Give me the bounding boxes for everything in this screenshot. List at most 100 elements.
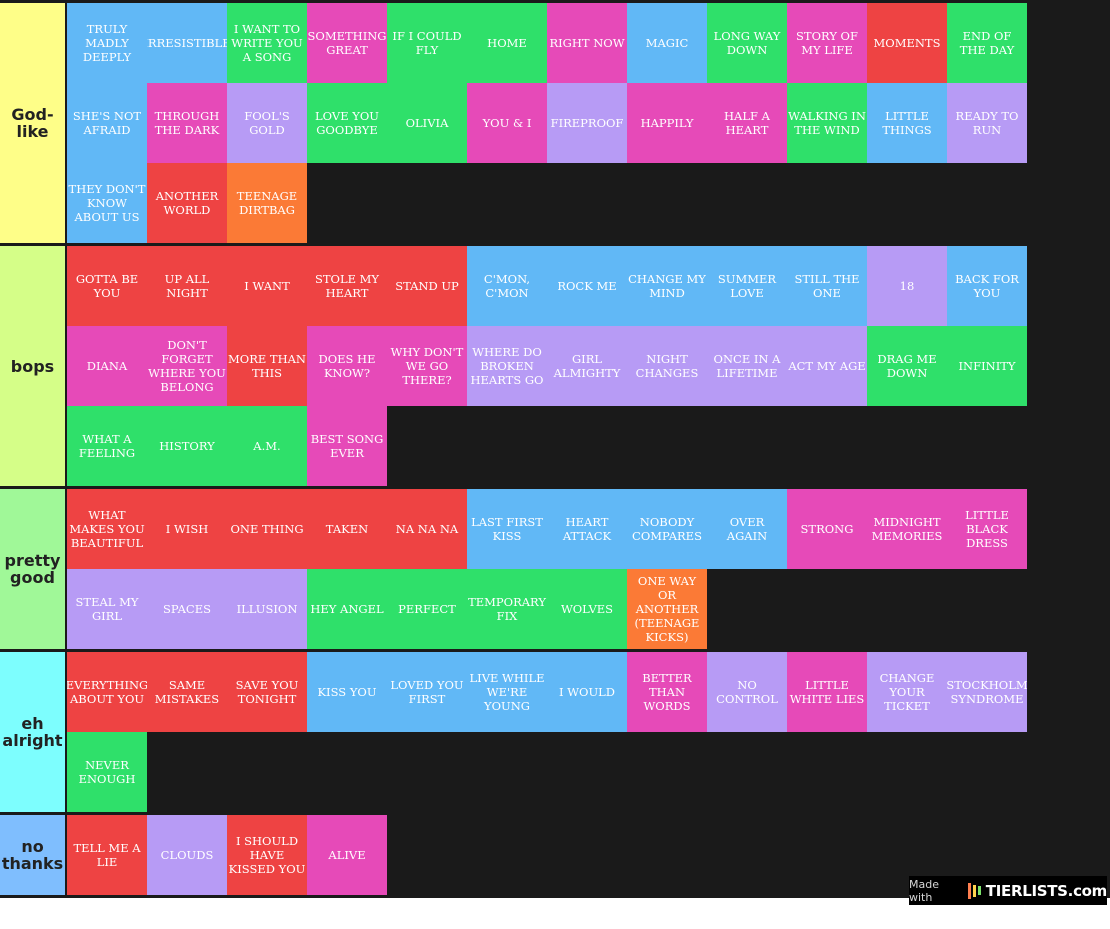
tier-item-card[interactable]: EVERYTHING ABOUT YOU [67, 652, 147, 732]
tier-item-card[interactable]: LAST FIRST KISS [467, 489, 547, 569]
tier-item-card[interactable]: WALKING IN THE WIND [787, 83, 867, 163]
tier-item-card[interactable]: WHERE DO BROKEN HEARTS GO [467, 326, 547, 406]
tier-item-card[interactable]: CHANGE YOUR TICKET [867, 652, 947, 732]
tier-item-card[interactable]: DON'T FORGET WHERE YOU BELONG [147, 326, 227, 406]
tier-item-card[interactable]: ACT MY AGE [787, 326, 867, 406]
tier-item-card[interactable]: MOMENTS [867, 3, 947, 83]
tier-item-card[interactable]: STORY OF MY LIFE [787, 3, 867, 83]
tier-item-card[interactable]: I WANT TO WRITE YOU A SONG [227, 3, 307, 83]
tier-item-card[interactable]: SHE'S NOT AFRAID [67, 83, 147, 163]
tier-item-card[interactable]: ONE WAY OR ANOTHER (TEENAGE KICKS) [627, 569, 707, 649]
tier-item-card[interactable]: THROUGH THE DARK [147, 83, 227, 163]
tier-item-card[interactable]: ANOTHER WORLD [147, 163, 227, 243]
tier-item-card[interactable]: STOCKHOLM SYNDROME [947, 652, 1027, 732]
tier-item-card[interactable]: I WISH [147, 489, 227, 569]
tier-item-card[interactable]: UP ALL NIGHT [147, 246, 227, 326]
tier-item-card[interactable]: MORE THAN THIS [227, 326, 307, 406]
tier-item-card[interactable]: HALF A HEART [707, 83, 787, 163]
tier-item-card[interactable]: OVER AGAIN [707, 489, 787, 569]
tier-item-card[interactable]: TAKEN [307, 489, 387, 569]
tier-item-card[interactable]: THEY DON'T KNOW ABOUT US [67, 163, 147, 243]
tier-item-card[interactable]: KISS YOU [307, 652, 387, 732]
tier-item-card[interactable]: HEART ATTACK [547, 489, 627, 569]
tier-item-card[interactable]: RIGHT NOW [547, 3, 627, 83]
tier-item-card[interactable]: TEMPORARY FIX [467, 569, 547, 649]
tier-item-card[interactable]: IRRESISTIBLE [147, 3, 227, 83]
tier-item-card[interactable]: BACK FOR YOU [947, 246, 1027, 326]
tier-item-card[interactable]: SPACES [147, 569, 227, 649]
tier-item-card[interactable]: FOOL'S GOLD [227, 83, 307, 163]
tier-item-card[interactable]: FIREPROOF [547, 83, 627, 163]
tier-item-card[interactable]: I SHOULD HAVE KISSED YOU [227, 815, 307, 895]
tier-item-card[interactable]: LONG WAY DOWN [707, 3, 787, 83]
tier-item-card[interactable]: 18 [867, 246, 947, 326]
tier-item-card[interactable]: NOBODY COMPARES [627, 489, 707, 569]
tier-label[interactable]: God- like [0, 3, 65, 243]
tier-item-card[interactable]: LITTLE WHITE LIES [787, 652, 867, 732]
tier-item-card[interactable]: ALIVE [307, 815, 387, 895]
tier-item-card[interactable]: INFINITY [947, 326, 1027, 406]
tier-item-card[interactable]: PERFECT [387, 569, 467, 649]
tier-item-card[interactable]: SOMETHING GREAT [307, 3, 387, 83]
tier-item-card[interactable]: LOVED YOU FIRST [387, 652, 467, 732]
tier-item-card[interactable]: DIANA [67, 326, 147, 406]
tier-item-card[interactable]: SAME MISTAKES [147, 652, 227, 732]
tier-item-card[interactable]: MAGIC [627, 3, 707, 83]
tier-item-card[interactable]: NO CONTROL [707, 652, 787, 732]
tier-item-card[interactable]: GOTTA BE YOU [67, 246, 147, 326]
tier-item-card[interactable]: WHAT A FEELING [67, 406, 147, 486]
tier-item-card[interactable]: DRAG ME DOWN [867, 326, 947, 406]
tier-item-card[interactable]: ONE THING [227, 489, 307, 569]
tier-item-card[interactable]: IF I COULD FLY [387, 3, 467, 83]
tier-item-card[interactable]: SUMMER LOVE [707, 246, 787, 326]
tier-item-card[interactable]: I WOULD [547, 652, 627, 732]
tier-item-card[interactable]: BETTER THAN WORDS [627, 652, 707, 732]
tier-item-card[interactable]: LITTLE BLACK DRESS [947, 489, 1027, 569]
tier-item-card[interactable]: DOES HE KNOW? [307, 326, 387, 406]
tier-item-card[interactable]: SAVE YOU TONIGHT [227, 652, 307, 732]
tier-item-card[interactable]: BEST SONG EVER [307, 406, 387, 486]
tier-item-card[interactable]: ONCE IN A LIFETIME [707, 326, 787, 406]
tier-item-card[interactable]: NA NA NA [387, 489, 467, 569]
tier-item-card[interactable]: ROCK ME [547, 246, 627, 326]
made-with-text: Made with [909, 877, 939, 904]
tier-item-card[interactable]: WOLVES [547, 569, 627, 649]
tier-item-card[interactable]: LOVE YOU GOODBYE [307, 83, 387, 163]
tier-item-card[interactable]: LIVE WHILE WE'RE YOUNG [467, 652, 547, 732]
tier-item-card[interactable]: HAPPILY [627, 83, 707, 163]
tier-items-container: TELL ME A LIE CLOUDS I SHOULD HAVE KISSED … [67, 815, 1027, 895]
tier-item-card[interactable]: TEENAGE DIRTBAG [227, 163, 307, 243]
tier-item-card[interactable]: OLIVIA [387, 83, 467, 163]
tier-item-card[interactable]: END OF THE DAY [947, 3, 1027, 83]
tier-item-card[interactable]: C'MON, C'MON [467, 246, 547, 326]
tier-item-card[interactable]: HISTORY [147, 406, 227, 486]
tier-item-card[interactable]: READY TO RUN [947, 83, 1027, 163]
tier-item-card[interactable]: STILL THE ONE [787, 246, 867, 326]
tier-item-card[interactable]: ILLUSION [227, 569, 307, 649]
tier-item-card[interactable]: NEVER ENOUGH [67, 732, 147, 812]
tier-label[interactable]: no thanks [0, 815, 65, 895]
tier-item-card[interactable]: HOME [467, 3, 547, 83]
tier-item-card[interactable]: STAND UP [387, 246, 467, 326]
tier-item-card[interactable]: CHANGE MY MIND [627, 246, 707, 326]
tier-label[interactable]: bops [0, 246, 65, 486]
tier-label[interactable]: pretty good [0, 489, 65, 649]
tierlists-watermark[interactable]: Made with TIERLISTS.com [909, 876, 1107, 905]
tier-item-card[interactable]: CLOUDS [147, 815, 227, 895]
tier-item-card[interactable]: GIRL ALMIGHTY [547, 326, 627, 406]
tier-item-card[interactable]: YOU & I [467, 83, 547, 163]
tier-item-card[interactable]: WHY DON'T WE GO THERE? [387, 326, 467, 406]
tier-item-card[interactable]: LITTLE THINGS [867, 83, 947, 163]
tier-item-card[interactable]: STOLE MY HEART [307, 246, 387, 326]
tier-label[interactable]: eh alright [0, 652, 65, 812]
tier-item-card[interactable]: WHAT MAKES YOU BEAUTIFUL [67, 489, 147, 569]
tier-item-card[interactable]: TRULY MADLY DEEPLY [67, 3, 147, 83]
tier-item-card[interactable]: TELL ME A LIE [67, 815, 147, 895]
tier-item-card[interactable]: A.M. [227, 406, 307, 486]
tier-item-card[interactable]: I WANT [227, 246, 307, 326]
tier-item-card[interactable]: HEY ANGEL [307, 569, 387, 649]
tier-item-card[interactable]: MIDNIGHT MEMORIES [867, 489, 947, 569]
tier-item-card[interactable]: STEAL MY GIRL [67, 569, 147, 649]
tier-item-card[interactable]: STRONG [787, 489, 867, 569]
tier-item-card[interactable]: NIGHT CHANGES [627, 326, 707, 406]
